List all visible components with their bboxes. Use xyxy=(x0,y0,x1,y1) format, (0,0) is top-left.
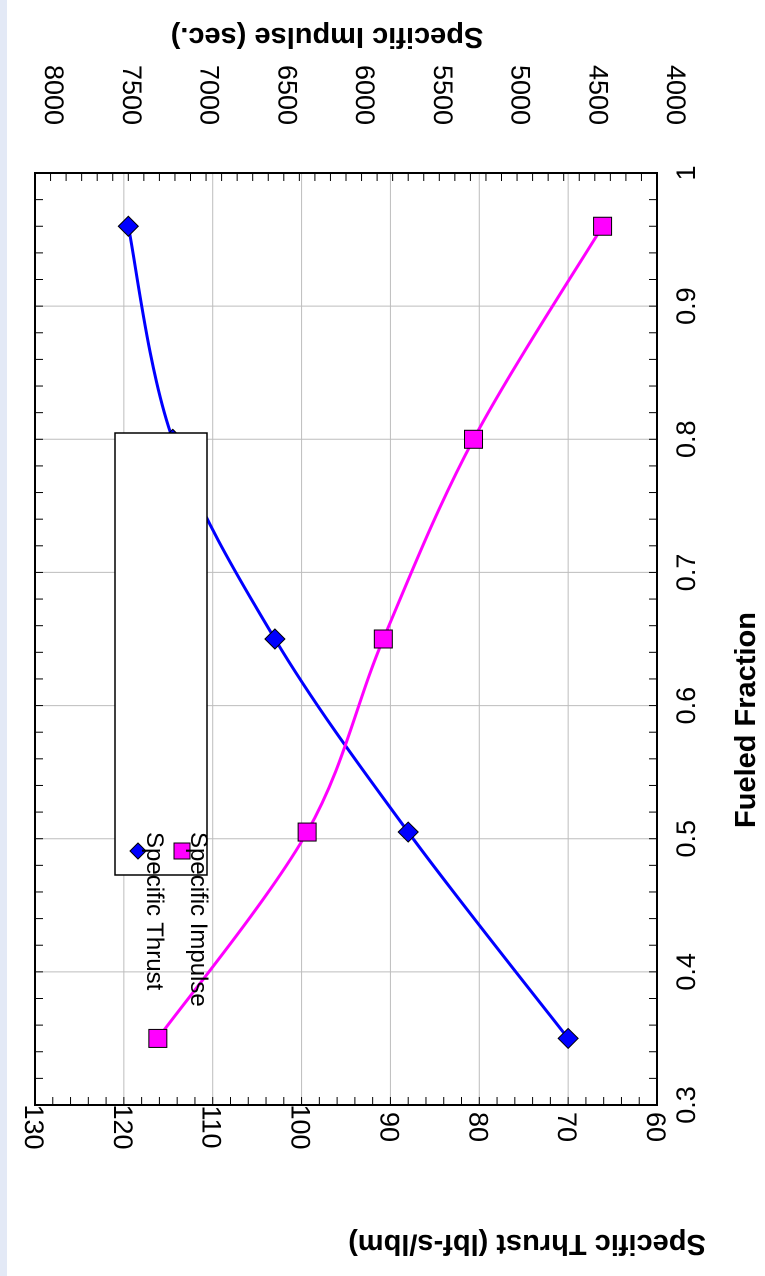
right-tick-label: 7000 xyxy=(195,65,225,125)
tick-labels: 0.3 0.4 0.5 0.6 0.7 0.8 0.9 1 60 70 80 90 100 110 120 1… xyxy=(19,65,701,1150)
x-tick-label: 0.7 xyxy=(671,554,701,592)
right-tick-label: 6000 xyxy=(350,65,380,125)
legend-label-specific-thrust: Specific Thrust xyxy=(141,832,168,991)
chart-frame: 0.3 0.4 0.5 0.6 0.7 0.8 0.9 1 60 70 80 90 100 110 120 1… xyxy=(7,0,765,1276)
x-tick-label: 0.6 xyxy=(671,687,701,725)
right-tick-label: 5000 xyxy=(506,65,536,125)
series-layer xyxy=(117,215,613,1050)
chart: 0.3 0.4 0.5 0.6 0.7 0.8 0.9 1 60 70 80 90 100 110 120 1… xyxy=(19,21,762,1260)
left-tick-label: 130 xyxy=(19,1104,49,1149)
specific-impulse-point xyxy=(148,1028,168,1048)
x-tick-label: 0.4 xyxy=(671,953,701,991)
legend: Specific Thrust Specific Impulse xyxy=(114,432,212,1007)
right-tick-label: 7500 xyxy=(117,65,147,125)
right-tick-label: 6500 xyxy=(272,65,302,125)
axis-minor-ticks xyxy=(34,172,658,1106)
specific-thrust-point xyxy=(264,628,286,650)
specific-impulse-point xyxy=(297,822,317,842)
legend-marker-specific-impulse xyxy=(173,842,191,860)
left-axis-title: Specific Thrust (lbf-s/lbm) xyxy=(348,1228,706,1260)
specific-impulse-point xyxy=(464,429,484,449)
left-tick-label: 70 xyxy=(552,1112,582,1142)
specific-impulse-point xyxy=(593,216,613,236)
left-tick-label: 100 xyxy=(286,1104,316,1149)
x-tick-label: 1 xyxy=(671,165,701,180)
x-tick-label: 0.8 xyxy=(671,421,701,459)
specific-thrust-point xyxy=(557,1027,579,1050)
x-axis-title: Fueled Fraction xyxy=(730,612,762,828)
legend-box xyxy=(114,432,208,876)
specific-thrust-point xyxy=(397,821,419,843)
left-tick-label: 120 xyxy=(108,1104,138,1149)
legend-marker-specific-thrust xyxy=(129,842,147,860)
right-axis-title: Specific Impulse (sec.) xyxy=(171,21,484,53)
left-tick-label: 60 xyxy=(641,1112,671,1142)
right-tick-label: 5500 xyxy=(428,65,458,125)
x-tick-label: 0.3 xyxy=(671,1086,701,1124)
left-tick-label: 80 xyxy=(463,1112,493,1142)
specific-impulse-point xyxy=(373,629,393,649)
left-tick-label: 110 xyxy=(197,1105,227,1148)
right-tick-label: 4500 xyxy=(583,65,613,125)
left-tick-label: 90 xyxy=(374,1112,404,1142)
specific-thrust-point xyxy=(117,215,140,237)
right-tick-label: 8000 xyxy=(39,65,69,125)
x-tick-label: 0.9 xyxy=(671,287,701,325)
x-tick-label: 0.5 xyxy=(671,820,701,858)
right-tick-label: 4000 xyxy=(661,65,691,125)
legend-label-specific-impulse: Specific Impulse xyxy=(185,832,212,1007)
